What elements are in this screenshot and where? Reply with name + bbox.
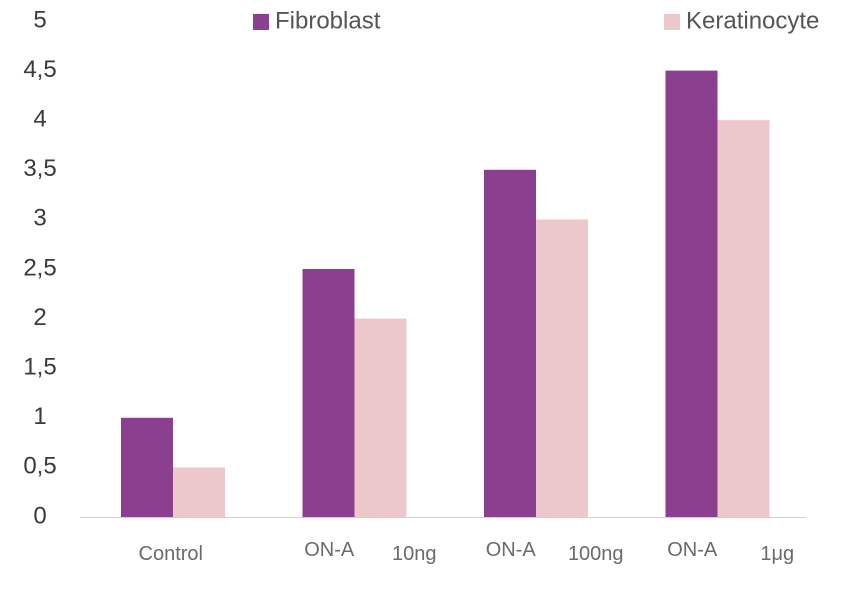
bar-fibroblast-2 <box>302 269 355 517</box>
x-tick-label-line2: 100ng <box>568 543 624 565</box>
bar-fibroblast-4 <box>665 70 718 517</box>
y-tick-label: 0 <box>33 502 46 529</box>
x-category-label: ON-A 10ng <box>304 539 436 565</box>
legend-label: Fibroblast <box>275 7 381 34</box>
legend: Fibroblast Keratinocyte <box>253 7 819 34</box>
legend-item-keratinocyte: Keratinocyte <box>664 7 819 34</box>
y-tick-label: 2 <box>33 304 46 331</box>
bars <box>121 70 770 518</box>
y-tick-label: 0,5 <box>23 453 56 480</box>
y-tick-label: 2,5 <box>23 254 56 281</box>
x-category-label: Control <box>139 543 203 565</box>
y-tick-label: 1,5 <box>23 354 56 381</box>
legend-swatch <box>664 14 680 30</box>
legend-label: Keratinocyte <box>686 7 819 34</box>
legend-item-fibroblast: Fibroblast <box>253 7 381 34</box>
y-tick-label: 1 <box>33 403 46 430</box>
y-axis: 0 0,5 1 1,5 2 2,5 3 3,5 4 4,5 5 <box>23 6 56 529</box>
y-tick-label: 3 <box>33 205 46 232</box>
x-category-label: ON-A 100ng <box>486 539 624 565</box>
x-axis: Control ON-A 10ng ON-A 100ng ON-A 1μg <box>80 517 806 565</box>
bar-keratinocyte-2 <box>354 318 407 517</box>
x-category-label: ON-A 1μg <box>667 539 794 565</box>
y-tick-label: 5 <box>33 6 46 33</box>
x-tick-label-line1: ON-A <box>486 539 537 561</box>
bar-keratinocyte-3 <box>536 219 588 517</box>
bar-keratinocyte-4 <box>717 120 770 517</box>
bar-fibroblast-3 <box>484 169 536 518</box>
x-tick-label-line1: ON-A <box>304 539 355 561</box>
x-tick-label-line2: 1μg <box>760 543 794 565</box>
legend-swatch <box>253 14 269 30</box>
y-tick-label: 4 <box>33 106 46 133</box>
x-tick-label-line2: 10ng <box>392 543 437 565</box>
bar-keratinocyte-1 <box>173 467 225 517</box>
y-tick-label: 4,5 <box>23 56 56 83</box>
x-tick-label: Control <box>139 543 203 565</box>
bar-fibroblast-1 <box>121 417 173 517</box>
x-tick-label-line1: ON-A <box>667 539 718 561</box>
y-tick-label: 3,5 <box>23 155 56 182</box>
